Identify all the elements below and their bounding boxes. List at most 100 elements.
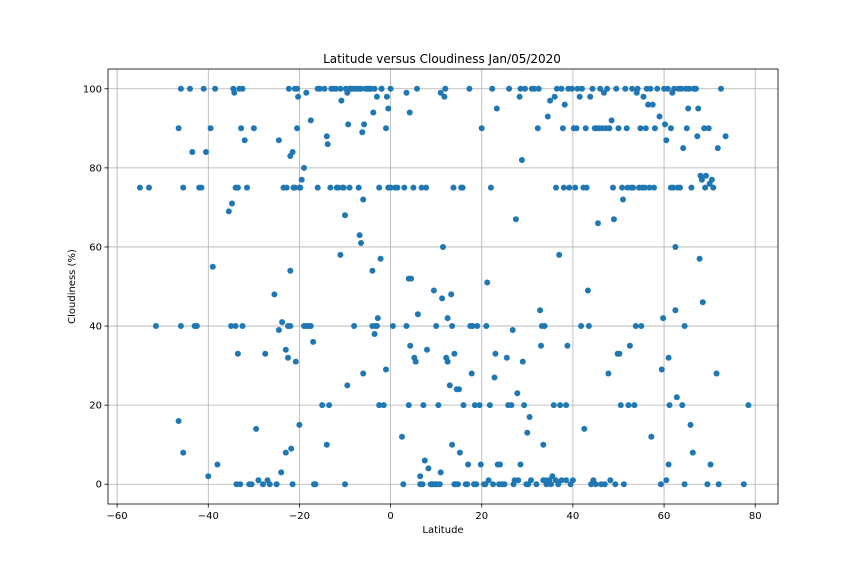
data-point xyxy=(435,402,442,409)
data-point xyxy=(383,93,390,100)
data-point xyxy=(444,315,451,322)
data-points xyxy=(136,85,752,488)
data-point xyxy=(198,184,205,191)
data-point xyxy=(671,85,678,92)
data-point xyxy=(526,414,533,420)
data-point xyxy=(696,255,703,262)
data-point xyxy=(418,184,425,191)
data-point xyxy=(579,85,585,92)
data-point xyxy=(374,315,381,322)
data-point xyxy=(710,184,717,191)
data-point xyxy=(619,184,626,191)
data-point xyxy=(623,125,630,132)
data-point xyxy=(189,149,196,155)
data-point xyxy=(634,85,641,92)
data-point xyxy=(672,307,679,314)
data-point xyxy=(371,331,378,337)
data-point xyxy=(489,85,496,92)
data-point xyxy=(377,255,384,262)
data-point xyxy=(537,307,544,314)
data-point xyxy=(177,323,184,329)
data-point xyxy=(506,85,513,92)
data-point xyxy=(701,125,708,132)
data-point xyxy=(667,125,674,132)
data-point xyxy=(714,145,721,152)
data-point xyxy=(316,85,323,92)
data-point xyxy=(564,342,571,349)
data-point xyxy=(244,184,250,191)
data-point xyxy=(312,481,319,488)
data-point xyxy=(492,350,499,357)
data-point xyxy=(663,137,670,144)
data-point xyxy=(436,481,443,488)
data-point xyxy=(556,251,563,258)
data-point xyxy=(433,323,440,329)
data-point xyxy=(484,279,491,286)
data-point xyxy=(722,133,729,140)
data-point xyxy=(285,85,292,92)
data-point xyxy=(625,402,632,409)
data-point xyxy=(344,382,351,389)
data-point xyxy=(425,465,432,472)
data-point xyxy=(321,85,328,92)
data-point xyxy=(660,315,667,322)
data-point xyxy=(563,402,570,409)
data-point xyxy=(617,402,624,409)
x-tick-label: −40 xyxy=(198,511,219,522)
data-point xyxy=(342,212,348,219)
data-point xyxy=(358,240,364,246)
data-point xyxy=(673,394,680,401)
data-point xyxy=(234,350,241,357)
data-point xyxy=(558,477,565,484)
data-point xyxy=(601,481,608,488)
data-point xyxy=(356,232,363,239)
data-point xyxy=(355,184,362,191)
data-point xyxy=(232,323,239,329)
data-point xyxy=(486,402,493,409)
data-point xyxy=(541,323,548,329)
y-tick-label: 0 xyxy=(96,480,102,491)
x-tick-label: 0 xyxy=(387,511,393,522)
data-point xyxy=(680,145,687,152)
data-point xyxy=(483,323,490,329)
data-point xyxy=(387,184,394,191)
data-point xyxy=(641,184,648,191)
data-point xyxy=(175,418,182,424)
data-point xyxy=(378,85,385,92)
y-tick-label: 60 xyxy=(89,242,102,253)
data-point xyxy=(533,481,540,488)
data-point xyxy=(512,216,519,223)
data-point xyxy=(273,481,280,488)
data-point xyxy=(410,184,417,191)
data-point xyxy=(289,481,296,488)
data-point xyxy=(307,117,314,124)
data-point xyxy=(449,323,456,329)
data-point xyxy=(493,105,500,112)
data-point xyxy=(572,184,579,191)
data-point xyxy=(456,449,463,456)
data-point xyxy=(314,184,321,191)
data-point xyxy=(581,425,588,432)
data-point xyxy=(685,105,692,112)
data-point xyxy=(713,370,720,377)
data-point xyxy=(301,164,307,171)
data-point xyxy=(200,85,207,92)
data-point xyxy=(406,109,413,116)
data-point xyxy=(266,481,273,488)
data-point xyxy=(553,184,559,191)
data-point xyxy=(715,481,722,488)
y-tick-label: 20 xyxy=(89,401,102,412)
data-point xyxy=(419,481,426,488)
data-point xyxy=(371,85,378,92)
data-point xyxy=(373,93,380,100)
data-point xyxy=(292,358,299,365)
data-point xyxy=(666,402,673,409)
data-point xyxy=(294,85,301,92)
data-point xyxy=(678,85,685,92)
y-tick-label: 80 xyxy=(89,163,102,174)
data-point xyxy=(260,481,266,488)
data-point xyxy=(613,85,620,92)
data-point xyxy=(323,441,330,448)
